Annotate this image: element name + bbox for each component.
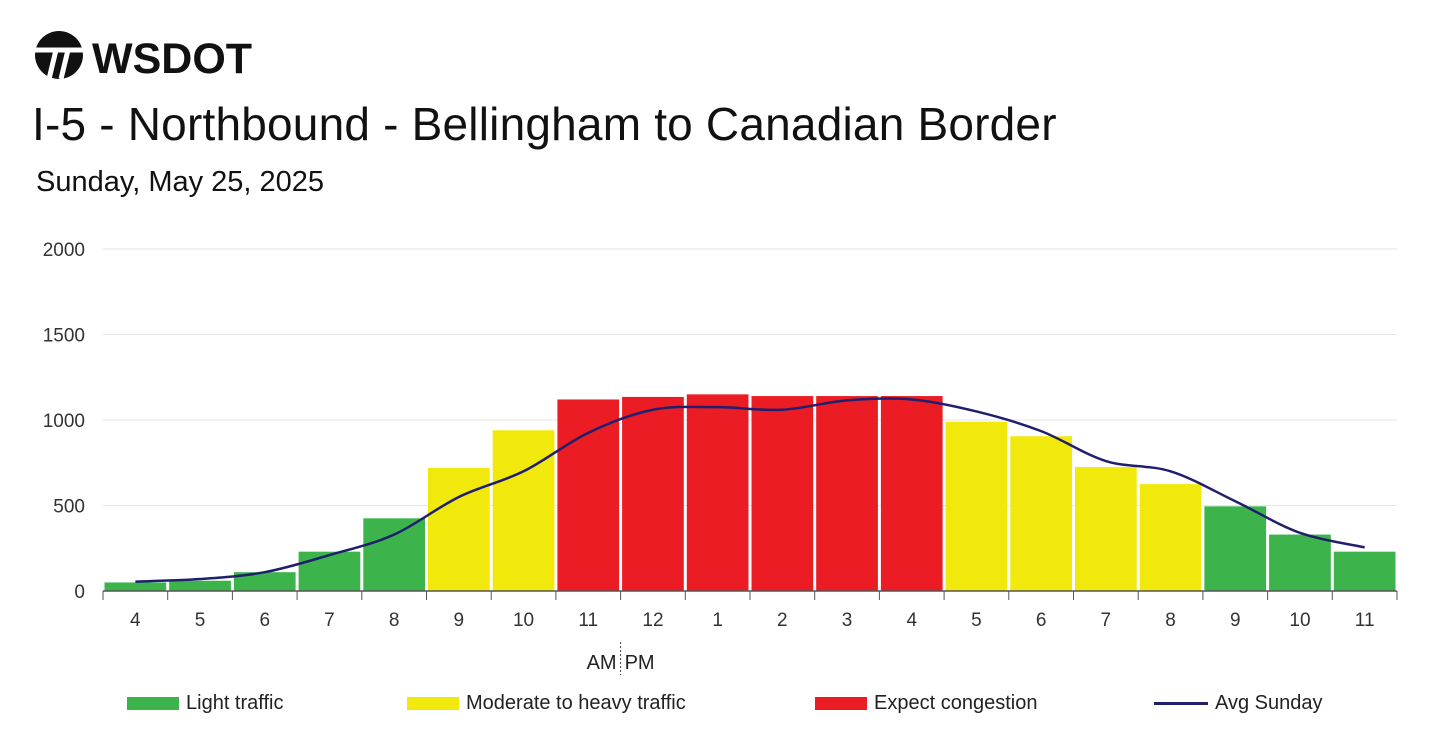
bar-moderate [428, 467, 490, 591]
wsdot-logo: WSDOT [34, 28, 274, 82]
bar-congestion [816, 396, 878, 591]
x-tick-label: 3 [842, 610, 853, 631]
x-tick-label: 10 [513, 610, 534, 631]
bar-light [104, 582, 167, 591]
y-tick-label: 1500 [43, 326, 85, 347]
y-tick-label: 500 [53, 497, 85, 518]
x-tick-label: 6 [1036, 610, 1047, 631]
x-tick-label: 8 [1165, 610, 1176, 631]
legend-moderate-label: Moderate to heavy traffic [466, 691, 686, 714]
chart-title: I-5 - Northbound - Bellingham to Canadia… [32, 98, 1057, 150]
y-tick-label: 1000 [43, 411, 85, 432]
bar-light [1333, 551, 1396, 591]
bar-congestion [880, 396, 943, 591]
bar-light [233, 572, 296, 591]
x-tick-label: 7 [324, 610, 335, 631]
x-tick-label: 10 [1289, 610, 1310, 631]
legend-congestion-swatch [815, 696, 867, 710]
legend-light-swatch [127, 696, 179, 710]
bar-moderate [492, 430, 555, 591]
bar-light [298, 551, 361, 591]
legend-avg-label: Avg Sunday [1215, 691, 1323, 714]
bar-congestion [686, 394, 749, 591]
bar-congestion [751, 396, 814, 591]
x-tick-label: 6 [259, 610, 270, 631]
bar-moderate [1010, 436, 1072, 591]
x-tick-label: 2 [777, 610, 788, 631]
bar-light [169, 580, 231, 591]
bar-light [363, 518, 425, 591]
bar-moderate [1139, 484, 1202, 591]
legend-congestion-label: Expect congestion [874, 691, 1038, 714]
x-tick-label: 5 [971, 610, 982, 631]
x-tick-label: 5 [195, 610, 206, 631]
bar-moderate [1075, 467, 1137, 591]
x-tick-label: 9 [454, 610, 465, 631]
legend-avg: Avg Sunday [1154, 690, 1323, 716]
am-label: AM [587, 652, 617, 674]
bar-light [1269, 534, 1331, 591]
x-tick-label: 4 [130, 610, 141, 631]
logo-text: WSDOT [92, 35, 252, 82]
bar-moderate [945, 421, 1008, 591]
x-tick-label: 1 [712, 610, 723, 631]
y-tick-label: 0 [74, 582, 85, 603]
x-tick-label: 8 [389, 610, 400, 631]
x-tick-label: 4 [906, 610, 917, 631]
x-tick-label: 12 [642, 610, 663, 631]
pm-label: PM [625, 652, 655, 674]
y-tick-label: 2000 [43, 240, 85, 261]
x-tick-label: 7 [1101, 610, 1112, 631]
bar-congestion [557, 399, 620, 591]
legend-moderate-swatch [407, 696, 459, 710]
x-tick-label: 11 [1355, 610, 1375, 631]
x-tick-label: 11 [578, 610, 598, 631]
legend-light: Light traffic [127, 690, 283, 716]
bar-congestion [622, 396, 684, 591]
legend-light-label: Light traffic [186, 691, 284, 714]
bar-light [1204, 506, 1267, 591]
legend-congestion: Expect congestion [815, 690, 1037, 716]
legend-avg-swatch [1154, 701, 1208, 705]
x-tick-label: 9 [1230, 610, 1241, 631]
wsdot-logo-icon: WSDOT [35, 31, 252, 82]
legend-moderate: Moderate to heavy traffic [407, 690, 686, 716]
chart-subtitle: Sunday, May 25, 2025 [36, 166, 325, 198]
avg-sunday-line [135, 397, 1365, 583]
